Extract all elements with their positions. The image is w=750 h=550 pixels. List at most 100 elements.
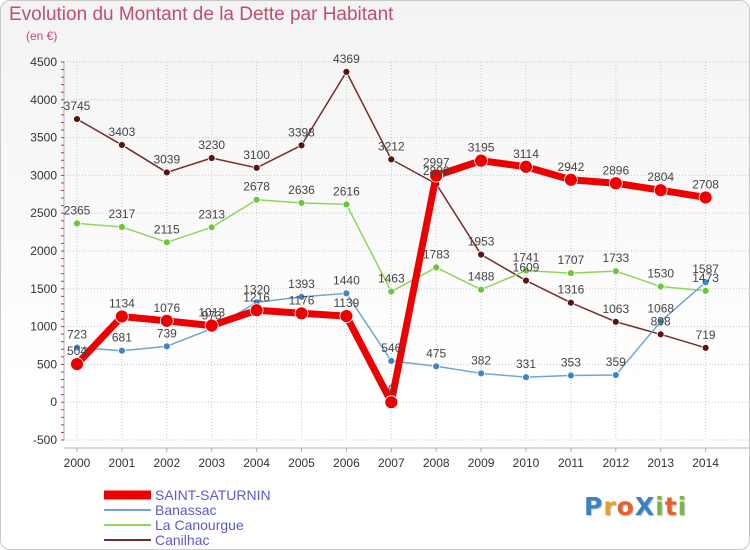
x-tick-label: 2007 [378,456,405,470]
y-tick-label: 2500 [30,206,57,220]
legend-label: Banassac [155,502,216,518]
x-tick-label: 2014 [692,456,719,470]
data-point [701,278,710,287]
x-tick-label: 2000 [64,456,91,470]
data-label: 3039 [153,152,180,166]
data-point [118,141,126,149]
data-label: 1316 [558,283,585,297]
data-point [70,357,84,371]
data-label: 2616 [333,184,360,198]
data-point [611,267,620,276]
legend-label: Canilhac [155,532,209,548]
data-label: 2997 [423,156,450,170]
data-point [162,168,171,177]
data-label: 353 [561,356,581,370]
data-point [567,269,575,278]
data-point [432,263,441,272]
x-tick-label: 2012 [602,456,629,470]
data-point [432,362,441,371]
data-label: 3100 [243,148,270,162]
data-point [522,373,530,382]
data-point [656,317,665,326]
data-label: 2804 [647,170,674,184]
data-label: 719 [696,328,716,342]
data-label: 546 [381,341,401,355]
data-point [73,343,81,352]
data-label: 0 [388,382,395,396]
data-point [477,250,486,259]
data-point [522,276,530,285]
data-label: 382 [471,353,491,367]
data-label: 1741 [513,251,540,265]
data-point [342,68,351,76]
data-point [656,330,665,339]
y-tick-label: 500 [37,357,57,371]
data-label: 1733 [602,251,629,265]
y-tick-label: 3500 [30,131,57,145]
data-label: 723 [67,328,87,342]
data-point [477,285,486,294]
y-tick-label: -500 [33,433,57,447]
data-label: 3230 [198,138,225,152]
data-label: 1393 [288,277,315,291]
data-label: 1440 [333,273,360,287]
x-tick-label: 2009 [468,456,495,470]
y-tick-label: 0 [50,395,57,409]
x-tick-label: 2004 [243,456,270,470]
x-tick-label: 2002 [153,456,180,470]
data-point [701,343,710,352]
data-point [252,163,261,172]
chart-title: Evolution du Montant de la Dette par Hab… [9,4,394,25]
data-point [73,219,81,228]
data-label: 2896 [602,163,629,177]
data-label: 1463 [378,272,405,286]
data-label: 1176 [289,293,315,307]
y-tick-label: 2000 [30,244,57,258]
data-point [387,287,396,296]
data-label: 1013 [198,306,225,320]
data-label: 973 [202,309,222,323]
data-point [653,183,668,198]
data-label: 2365 [64,203,91,217]
data-label: 1320 [243,282,270,296]
data-point [294,306,309,321]
data-label: 3212 [378,139,405,153]
data-label: 2678 [243,180,270,194]
data-point [522,266,530,275]
x-tick-label: 2011 [558,456,584,470]
y-tick-label: 3000 [30,168,57,182]
data-point [339,309,354,323]
data-point [656,282,665,291]
data-label: 1707 [558,253,585,267]
data-point [297,292,306,301]
data-point [387,155,396,164]
data-label: 1530 [647,267,674,281]
data-label: 1134 [109,296,135,310]
x-tick-label: 2013 [647,456,674,470]
data-point [118,223,126,231]
data-label: 3114 [513,147,539,161]
x-tick-label: 2006 [333,456,360,470]
data-point [384,395,399,410]
data-point [342,200,351,209]
data-point [162,342,171,351]
data-point [204,318,219,333]
data-point [519,159,533,174]
data-point [297,199,306,207]
y-tick-label: 1000 [30,320,57,334]
x-tick-label: 2003 [198,456,225,470]
data-label: 2942 [558,160,585,174]
data-point [567,371,575,380]
data-label: 2115 [154,222,180,236]
data-point [608,176,623,191]
chart-subtitle: (en €) [26,29,58,43]
data-point [564,172,578,187]
data-point [207,223,216,232]
data-point [701,286,710,295]
data-label: 359 [606,355,626,369]
data-point [611,371,620,379]
data-label: 3398 [288,125,315,139]
y-tick-label: 4500 [30,55,57,69]
data-label: 3195 [468,141,495,155]
